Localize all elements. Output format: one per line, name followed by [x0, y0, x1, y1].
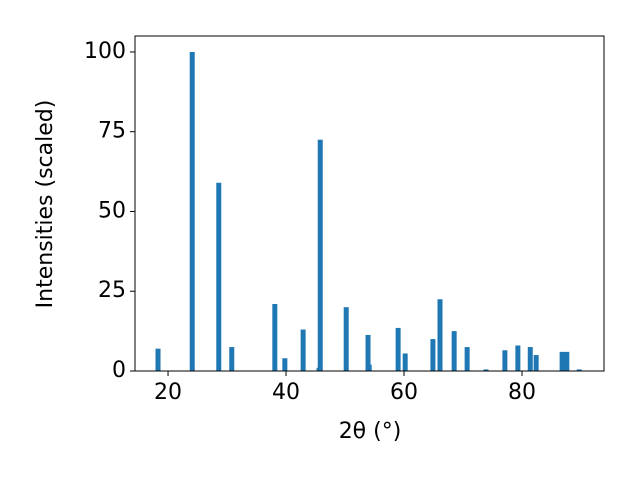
x-axis-label: 2θ (°) — [339, 419, 402, 444]
bar — [343, 307, 349, 371]
y-tick-label: 25 — [98, 278, 126, 303]
bar — [564, 351, 570, 371]
bar — [402, 353, 408, 371]
bar — [464, 347, 470, 371]
bar — [189, 51, 195, 371]
plot-frame — [134, 35, 605, 372]
bar — [216, 182, 222, 371]
bar — [437, 299, 443, 371]
bar — [282, 358, 288, 371]
bar — [395, 327, 401, 371]
y-tick-label: 100 — [84, 39, 126, 64]
bar — [365, 334, 371, 371]
bar — [430, 339, 436, 371]
x-tick-label: 60 — [390, 380, 418, 405]
bar — [272, 304, 278, 371]
x-tick-label: 40 — [272, 380, 300, 405]
bar — [300, 329, 306, 371]
y-tick-label: 50 — [98, 198, 126, 223]
bar — [366, 364, 372, 371]
bar — [155, 348, 161, 371]
x-tick-label: 20 — [154, 380, 182, 405]
bar — [527, 347, 533, 371]
bar — [559, 351, 565, 371]
x-tick-label: 80 — [508, 380, 536, 405]
bar — [502, 350, 508, 371]
bar — [451, 331, 457, 371]
bar — [317, 139, 323, 371]
y-axis-label: Intensities (scaled) — [33, 100, 58, 309]
bar — [483, 369, 489, 371]
bar — [533, 355, 539, 371]
bar — [576, 369, 582, 371]
y-tick-label: 0 — [112, 358, 126, 383]
bar — [515, 345, 521, 371]
y-tick-label: 75 — [98, 119, 126, 144]
bar — [229, 347, 235, 371]
